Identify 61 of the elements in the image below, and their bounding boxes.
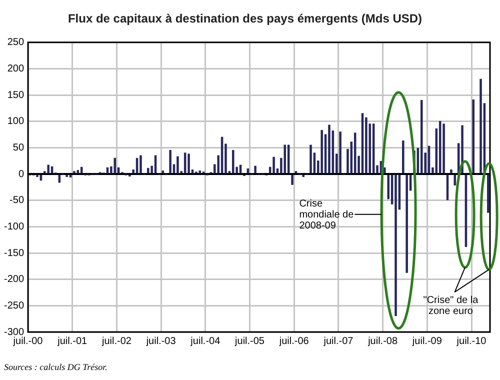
bar bbox=[272, 156, 275, 174]
bar bbox=[442, 124, 445, 174]
bar bbox=[284, 144, 286, 174]
y-tick-label: -200 bbox=[4, 274, 24, 286]
bar bbox=[480, 78, 482, 174]
bar bbox=[254, 166, 256, 174]
bar bbox=[328, 124, 330, 174]
bar bbox=[320, 130, 323, 174]
bar bbox=[147, 168, 150, 174]
y-tick-label: -250 bbox=[4, 300, 24, 312]
bar bbox=[310, 144, 312, 174]
bar bbox=[287, 144, 290, 174]
y-tick-label: -300 bbox=[4, 326, 24, 338]
annotation: Crise mondiale de 2008-09 bbox=[299, 198, 354, 232]
x-tick-label: juil.-05 bbox=[234, 336, 265, 347]
chart-title: Flux de capitaux à destination des pays émergents (Mds USD) bbox=[68, 12, 422, 26]
bar bbox=[114, 158, 116, 174]
bar bbox=[365, 117, 368, 174]
x-tick-label: juil.-00 bbox=[12, 336, 44, 347]
bar bbox=[406, 174, 408, 273]
x-tick-label: juil.-07 bbox=[322, 336, 354, 347]
bar bbox=[454, 174, 456, 186]
source-note: Sources : calculs DG Trésor. bbox=[4, 362, 108, 372]
bar bbox=[169, 150, 172, 174]
y-tick-label: 50 bbox=[12, 142, 24, 154]
x-tick-label: juil.-10 bbox=[456, 336, 487, 347]
bar bbox=[176, 156, 179, 174]
bar bbox=[472, 99, 474, 174]
y-tick-label: -150 bbox=[4, 248, 24, 259]
bar bbox=[487, 174, 490, 213]
x-tick-label: juil.-04 bbox=[190, 336, 221, 347]
bar bbox=[184, 152, 186, 174]
bar bbox=[140, 155, 142, 174]
x-tick-label: juil.-06 bbox=[278, 336, 310, 347]
y-tick-label: 250 bbox=[7, 37, 24, 48]
bar bbox=[198, 170, 202, 174]
bar bbox=[291, 174, 294, 185]
bar bbox=[394, 174, 397, 316]
y-tick-label: 200 bbox=[7, 63, 24, 74]
bar bbox=[76, 170, 80, 174]
y-tick-label: -50 bbox=[10, 195, 24, 206]
y-tick-label: -100 bbox=[4, 221, 24, 232]
bar bbox=[420, 100, 423, 174]
y-tick-label: 100 bbox=[7, 116, 24, 128]
y-tick-label: 0 bbox=[18, 168, 24, 180]
x-tick-label: juil.-01 bbox=[56, 336, 88, 347]
bar bbox=[162, 170, 164, 174]
bar bbox=[232, 150, 234, 174]
x-tick-label: juil.-09 bbox=[411, 336, 442, 347]
annotation: "Crise" de la zone euro bbox=[423, 295, 479, 318]
x-tick-label: juil.-02 bbox=[100, 336, 132, 347]
bar bbox=[69, 174, 72, 178]
x-tick-label: juil.-08 bbox=[367, 336, 398, 347]
bar bbox=[339, 132, 342, 174]
bar bbox=[47, 164, 50, 174]
bar bbox=[58, 174, 61, 183]
bar bbox=[450, 169, 452, 174]
x-tick-label: juil.-03 bbox=[145, 336, 176, 347]
bar bbox=[188, 154, 190, 174]
y-tick-label: 150 bbox=[7, 90, 24, 101]
bar bbox=[402, 140, 404, 174]
